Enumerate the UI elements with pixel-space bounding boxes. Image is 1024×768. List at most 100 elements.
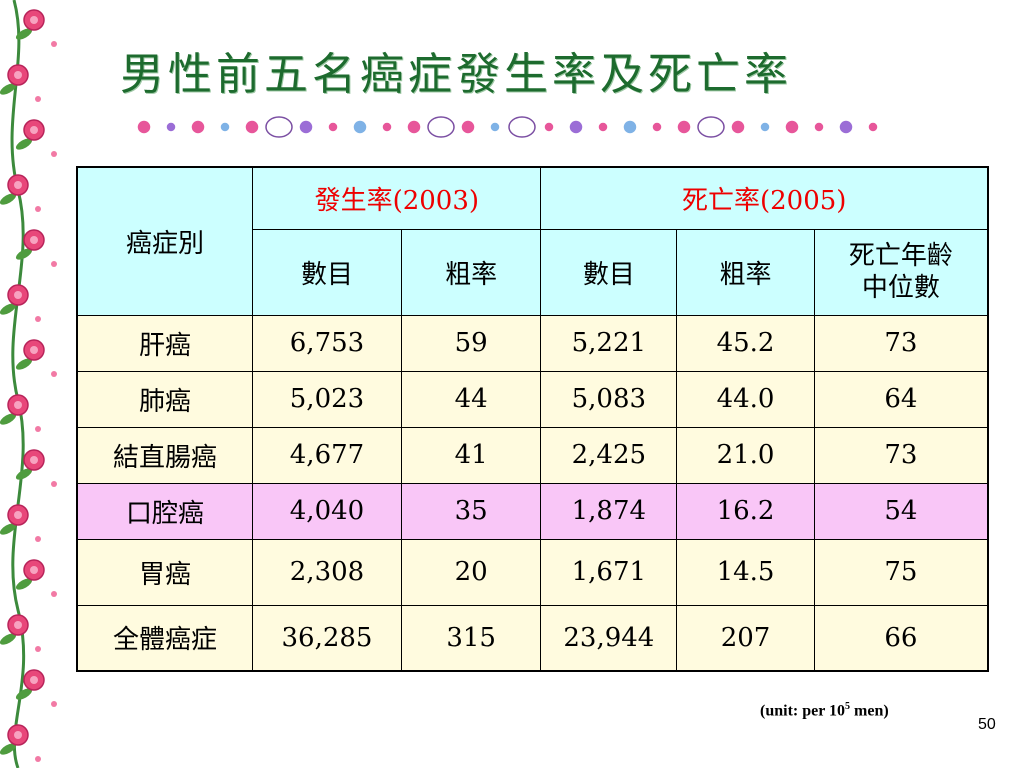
leaf-icon xyxy=(0,743,17,755)
cancer-name-cell: 肝癌 xyxy=(76,314,254,372)
leaf-icon xyxy=(0,193,17,205)
garland-flower-icon xyxy=(759,121,771,133)
rose-center-icon xyxy=(14,511,22,519)
garland-flower-icon xyxy=(784,119,800,135)
leaf-icon xyxy=(15,28,33,40)
leaf-icon xyxy=(15,688,33,700)
kitty-face-icon xyxy=(697,116,725,138)
value-cell: 1,874 xyxy=(540,482,678,540)
garland-flower-icon xyxy=(730,119,746,135)
garland-flower-icon xyxy=(460,119,476,135)
value-cell: 4,040 xyxy=(252,482,402,540)
value-cell: 1,671 xyxy=(540,538,678,606)
header-incidence-count: 數目 xyxy=(252,228,402,316)
value-cell: 73 xyxy=(813,314,989,372)
rose-center-icon xyxy=(30,676,38,684)
value-cell: 23,944 xyxy=(540,604,678,672)
garland-flower-icon xyxy=(298,119,314,135)
leaf-icon xyxy=(15,248,33,260)
leaf-icon xyxy=(15,468,33,480)
kitty-face-icon xyxy=(265,116,293,138)
rose-center-icon xyxy=(14,401,22,409)
value-cell: 20 xyxy=(400,538,542,606)
value-cell: 66 xyxy=(813,604,989,672)
value-cell: 75 xyxy=(813,538,989,606)
bud-icon xyxy=(35,536,41,542)
header-median-age-line2: 中位數 xyxy=(861,273,940,303)
kitty-face-icon xyxy=(427,116,455,138)
bud-icon xyxy=(51,41,57,47)
leaf-icon xyxy=(15,578,33,590)
bud-icon xyxy=(51,151,57,157)
value-cell: 54 xyxy=(813,482,989,540)
header-incidence: 發生率(2003) xyxy=(252,166,542,230)
garland-flower-icon xyxy=(597,121,609,133)
unit-note: (unit: per 105 men) xyxy=(760,701,889,720)
garland-flower-icon xyxy=(190,119,206,135)
value-cell: 315 xyxy=(400,604,542,672)
garland-flower-icon xyxy=(381,121,393,133)
rose-center-icon xyxy=(14,621,22,629)
garland-flower-icon xyxy=(406,119,422,135)
rose-center-icon xyxy=(30,16,38,24)
leaf-icon xyxy=(0,83,17,95)
garland-flower-icon xyxy=(136,119,152,135)
flower-garland xyxy=(136,116,879,138)
value-cell: 16.2 xyxy=(676,482,815,540)
garland-flower-icon xyxy=(244,119,260,135)
bud-icon xyxy=(51,261,57,267)
garland-flower-icon xyxy=(543,121,555,133)
cancer-name-cell: 結直腸癌 xyxy=(76,426,254,484)
value-cell: 44.0 xyxy=(676,370,815,428)
value-cell: 36,285 xyxy=(252,604,402,672)
garland-flower-icon xyxy=(165,121,177,133)
table-row: 全體癌症 36,285 315 23,944 207 66 xyxy=(76,604,989,672)
rose-center-icon xyxy=(14,71,22,79)
value-cell: 5,023 xyxy=(252,370,402,428)
garland-flower-icon xyxy=(352,119,368,135)
value-cell: 64 xyxy=(813,370,989,428)
value-cell: 59 xyxy=(400,314,542,372)
garland-flower-icon xyxy=(327,121,339,133)
rose-vine-border xyxy=(0,0,57,768)
value-cell: 35 xyxy=(400,482,542,540)
value-cell: 21.0 xyxy=(676,426,815,484)
table-row: 肺癌 5,023 44 5,083 44.0 64 xyxy=(76,370,989,428)
header-cancer-type: 癌症別 xyxy=(76,166,254,316)
cancer-statistics-table: 癌症別 發生率(2003) 死亡率(2005) 數目 粗率 數目 粗率 死亡年齡… xyxy=(76,166,989,672)
cancer-name-cell: 胃癌 xyxy=(76,538,254,606)
value-cell: 45.2 xyxy=(676,314,815,372)
garland-flower-icon xyxy=(568,119,584,135)
table-row: 口腔癌 4,040 35 1,874 16.2 54 xyxy=(76,482,989,540)
header-mortality-count: 數目 xyxy=(540,228,678,316)
value-cell: 41 xyxy=(400,426,542,484)
page-number: 50 xyxy=(978,716,996,733)
bud-icon xyxy=(51,371,57,377)
unit-exponent: 5 xyxy=(845,701,851,712)
cancer-name-cell: 全體癌症 xyxy=(76,604,254,672)
value-cell: 2,425 xyxy=(540,426,678,484)
garland-flower-icon xyxy=(219,121,231,133)
leaf-icon xyxy=(0,523,17,535)
value-cell: 5,083 xyxy=(540,370,678,428)
bud-icon xyxy=(51,591,57,597)
header-incidence-rate: 粗率 xyxy=(400,228,542,316)
leaf-icon xyxy=(15,358,33,370)
leaf-icon xyxy=(0,413,17,425)
table-row: 結直腸癌 4,677 41 2,425 21.0 73 xyxy=(76,426,989,484)
rose-center-icon xyxy=(30,346,38,354)
header-mortality-rate: 粗率 xyxy=(676,228,815,316)
bud-icon xyxy=(35,646,41,652)
garland-flower-icon xyxy=(867,121,879,133)
page-title: 男性前五名癌症發生率及死亡率 xyxy=(120,49,792,100)
garland-flower-icon xyxy=(676,119,692,135)
table-row: 肝癌 6,753 59 5,221 45.2 73 xyxy=(76,314,989,372)
cancer-name-cell: 肺癌 xyxy=(76,370,254,428)
rose-center-icon xyxy=(30,126,38,134)
value-cell: 6,753 xyxy=(252,314,402,372)
header-median-age: 死亡年齡 中位數 xyxy=(813,228,989,316)
unit-suffix: men) xyxy=(850,702,889,720)
garland-flower-icon xyxy=(651,121,663,133)
bud-icon xyxy=(51,481,57,487)
garland-flower-icon xyxy=(838,119,854,135)
